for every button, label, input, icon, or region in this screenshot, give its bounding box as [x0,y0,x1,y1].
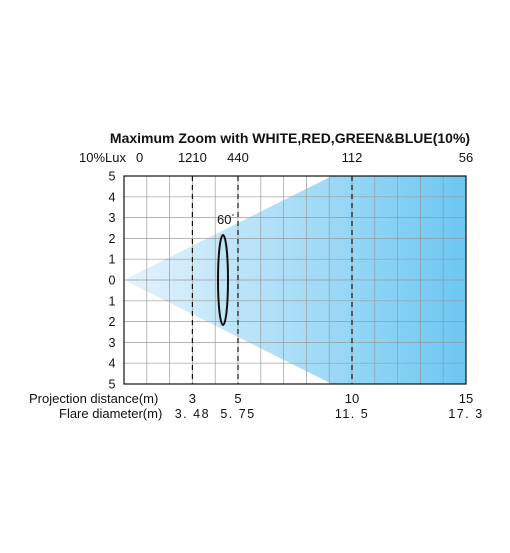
lux-value: 0 [136,150,143,165]
flare-diameter-value: 3. 48 [175,407,210,421]
y-axis-ticks: 5 4 3 2 1 0 1 2 3 4 5 [109,170,116,392]
distance-markers [191,176,353,384]
plot-frame [123,175,467,385]
y-tick-label: 0 [109,274,116,288]
flare-diameter-label: Flare diameter(m) [59,406,162,421]
flare-diameter-value: 11. 5 [335,407,369,421]
beam-ellipse [217,234,229,326]
lux-value: 1210 [178,150,207,165]
y-tick-label: 3 [109,336,116,350]
y-tick-label: 1 [109,294,116,308]
lux-value: 56 [459,150,473,165]
lux-value: 112 [342,150,363,165]
y-tick-label: 1 [109,253,116,267]
lux-label: 10%Lux [79,150,126,165]
projection-distance-label: Projection distance(m) [29,391,158,406]
projection-distance-value: 3 [189,391,196,406]
y-tick-label: 3 [109,211,116,225]
lux-value: 440 [227,150,249,165]
projection-distance-value: 10 [345,391,359,406]
flare-diameter-row: Flare diameter(m) 3. 48 5. 75 11. 5 17. 3 [59,406,483,421]
projection-distance-value: 15 [459,391,473,406]
y-tick-label: 5 [109,170,116,184]
beam-angle-value: 60 [217,212,231,227]
lux-row: 10%Lux 0 1210 440 112 56 [79,150,473,165]
beam-angle-unit: ° [231,213,234,221]
projection-distance-row: Projection distance(m) 3 5 10 15 [29,391,473,406]
y-tick-label: 2 [109,315,116,329]
y-tick-label: 2 [109,232,116,246]
diagram-title: Maximum Zoom with WHITE,RED,GREEN&BLUE(1… [110,130,470,146]
y-tick-label: 5 [109,378,116,392]
flare-diameter-value: 5. 75 [220,407,255,421]
grid-lines [124,176,466,384]
flare-diameter-value: 17. 3 [448,407,483,421]
y-tick-label: 4 [109,190,116,204]
y-tick-label: 4 [109,357,116,371]
beam-angle-label: 60° [217,212,234,227]
projection-distance-value: 5 [234,391,241,406]
